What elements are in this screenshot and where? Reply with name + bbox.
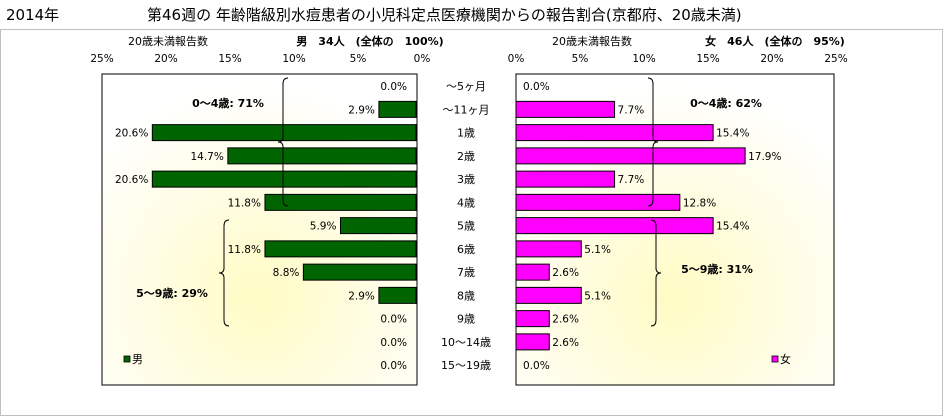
right-tick-label: 15% — [696, 53, 719, 65]
left-data-label: 2.9% — [348, 290, 375, 302]
left-brace-5-9 — [218, 219, 230, 327]
right-brace-5-9 — [650, 219, 662, 327]
left-legend-swatch — [123, 355, 131, 363]
left-bar — [378, 100, 417, 118]
right-annotation-5-9: 5～9歳: 31% — [681, 262, 753, 276]
right-legend-swatch — [771, 355, 779, 363]
right-bar — [515, 263, 550, 281]
left-data-label: 20.6% — [115, 128, 148, 140]
category-label: 15～19歳 — [441, 359, 491, 372]
right-data-label: 17.9% — [748, 151, 781, 163]
left-bar — [264, 193, 417, 211]
right-bar — [515, 286, 582, 304]
category-label: 3歳 — [457, 173, 475, 186]
category-label: 7歳 — [457, 266, 475, 279]
right-bar — [515, 124, 714, 142]
right-tick-label: 5% — [572, 53, 589, 65]
left-data-label: 0.0% — [380, 81, 407, 93]
left-bar — [339, 217, 417, 235]
category-label: 5歳 — [457, 220, 475, 233]
year-label: 2014年 — [6, 6, 60, 24]
left-data-label: 11.8% — [228, 197, 261, 209]
left-tick-label: 25% — [90, 53, 113, 65]
right-data-label: 0.0% — [523, 81, 550, 93]
category-label: 4歳 — [457, 196, 475, 209]
left-axis-label: 20歳未満報告数 — [128, 35, 208, 48]
left-data-label: 0.0% — [380, 314, 407, 326]
right-axis-label: 20歳未満報告数 — [552, 35, 632, 48]
right-bar — [515, 193, 681, 211]
right-data-label: 0.0% — [523, 360, 550, 372]
right-data-label: 2.6% — [552, 314, 579, 326]
right-data-label: 15.4% — [716, 221, 749, 233]
right-tick-label: 10% — [632, 53, 655, 65]
right-bar — [515, 147, 746, 165]
left-bar — [227, 147, 417, 165]
left-tick-label: 10% — [282, 53, 305, 65]
left-annotation-5-9: 5～9歳: 29% — [136, 286, 208, 300]
right-bar — [515, 310, 550, 328]
right-tick-label: 25% — [824, 53, 847, 65]
category-label: ～5ヶ月 — [446, 80, 486, 93]
left-data-label: 8.8% — [273, 267, 300, 279]
left-annotation-0-4: 0～4歳: 71% — [192, 96, 264, 110]
right-bar — [515, 217, 714, 235]
category-label: 2歳 — [457, 150, 475, 163]
left-data-label: 2.9% — [348, 104, 375, 116]
left-data-label: 0.0% — [380, 337, 407, 349]
right-bar — [515, 170, 616, 188]
outer-frame — [0, 29, 943, 416]
left-data-label: 20.6% — [115, 174, 148, 186]
category-label: 8歳 — [457, 289, 475, 302]
right-legend-label: 女 — [780, 352, 791, 366]
right-data-label: 7.7% — [618, 104, 645, 116]
category-label: 1歳 — [457, 127, 475, 140]
left-data-label: 0.0% — [380, 360, 407, 372]
left-bar — [302, 263, 417, 281]
left-brace-0-4 — [277, 77, 289, 207]
category-label: 6歳 — [457, 243, 475, 256]
left-tick-label: 20% — [154, 53, 177, 65]
right-tick-label: 20% — [760, 53, 783, 65]
category-label: 10～14歳 — [441, 336, 491, 349]
left-legend-label: 男 — [132, 353, 143, 366]
right-data-label: 15.4% — [716, 128, 749, 140]
chart-title: 第46週の 年齢階級別水痘患者の小児科定点医療機関からの報告割合(京都府、20歳… — [147, 6, 742, 24]
left-header: 男 34人 (全体の 100%) — [296, 34, 443, 48]
right-bar — [515, 100, 616, 118]
category-label: 9歳 — [457, 313, 475, 326]
left-tick-label: 15% — [218, 53, 241, 65]
right-tick-label: 0% — [508, 53, 525, 65]
left-data-label: 14.7% — [190, 151, 223, 163]
right-annotation-0-4: 0～4歳: 62% — [690, 96, 762, 110]
left-bar — [151, 170, 417, 188]
right-data-label: 5.1% — [584, 244, 611, 256]
right-data-label: 2.6% — [552, 337, 579, 349]
left-tick-label: 0% — [414, 53, 431, 65]
right-data-label: 2.6% — [552, 267, 579, 279]
category-label: ～11ヶ月 — [443, 103, 490, 116]
right-brace-0-4 — [647, 77, 659, 207]
right-header: 女 46人 (全体の 95%) — [705, 34, 845, 48]
right-data-label: 12.8% — [683, 197, 716, 209]
left-data-label: 5.9% — [310, 221, 337, 233]
right-data-label: 5.1% — [584, 290, 611, 302]
right-data-label: 7.7% — [618, 174, 645, 186]
left-bar — [264, 240, 417, 258]
left-data-label: 11.8% — [228, 244, 261, 256]
left-bar — [378, 286, 417, 304]
left-bar — [151, 124, 417, 142]
left-tick-label: 5% — [350, 53, 367, 65]
right-bar — [515, 333, 550, 351]
right-bar — [515, 240, 582, 258]
